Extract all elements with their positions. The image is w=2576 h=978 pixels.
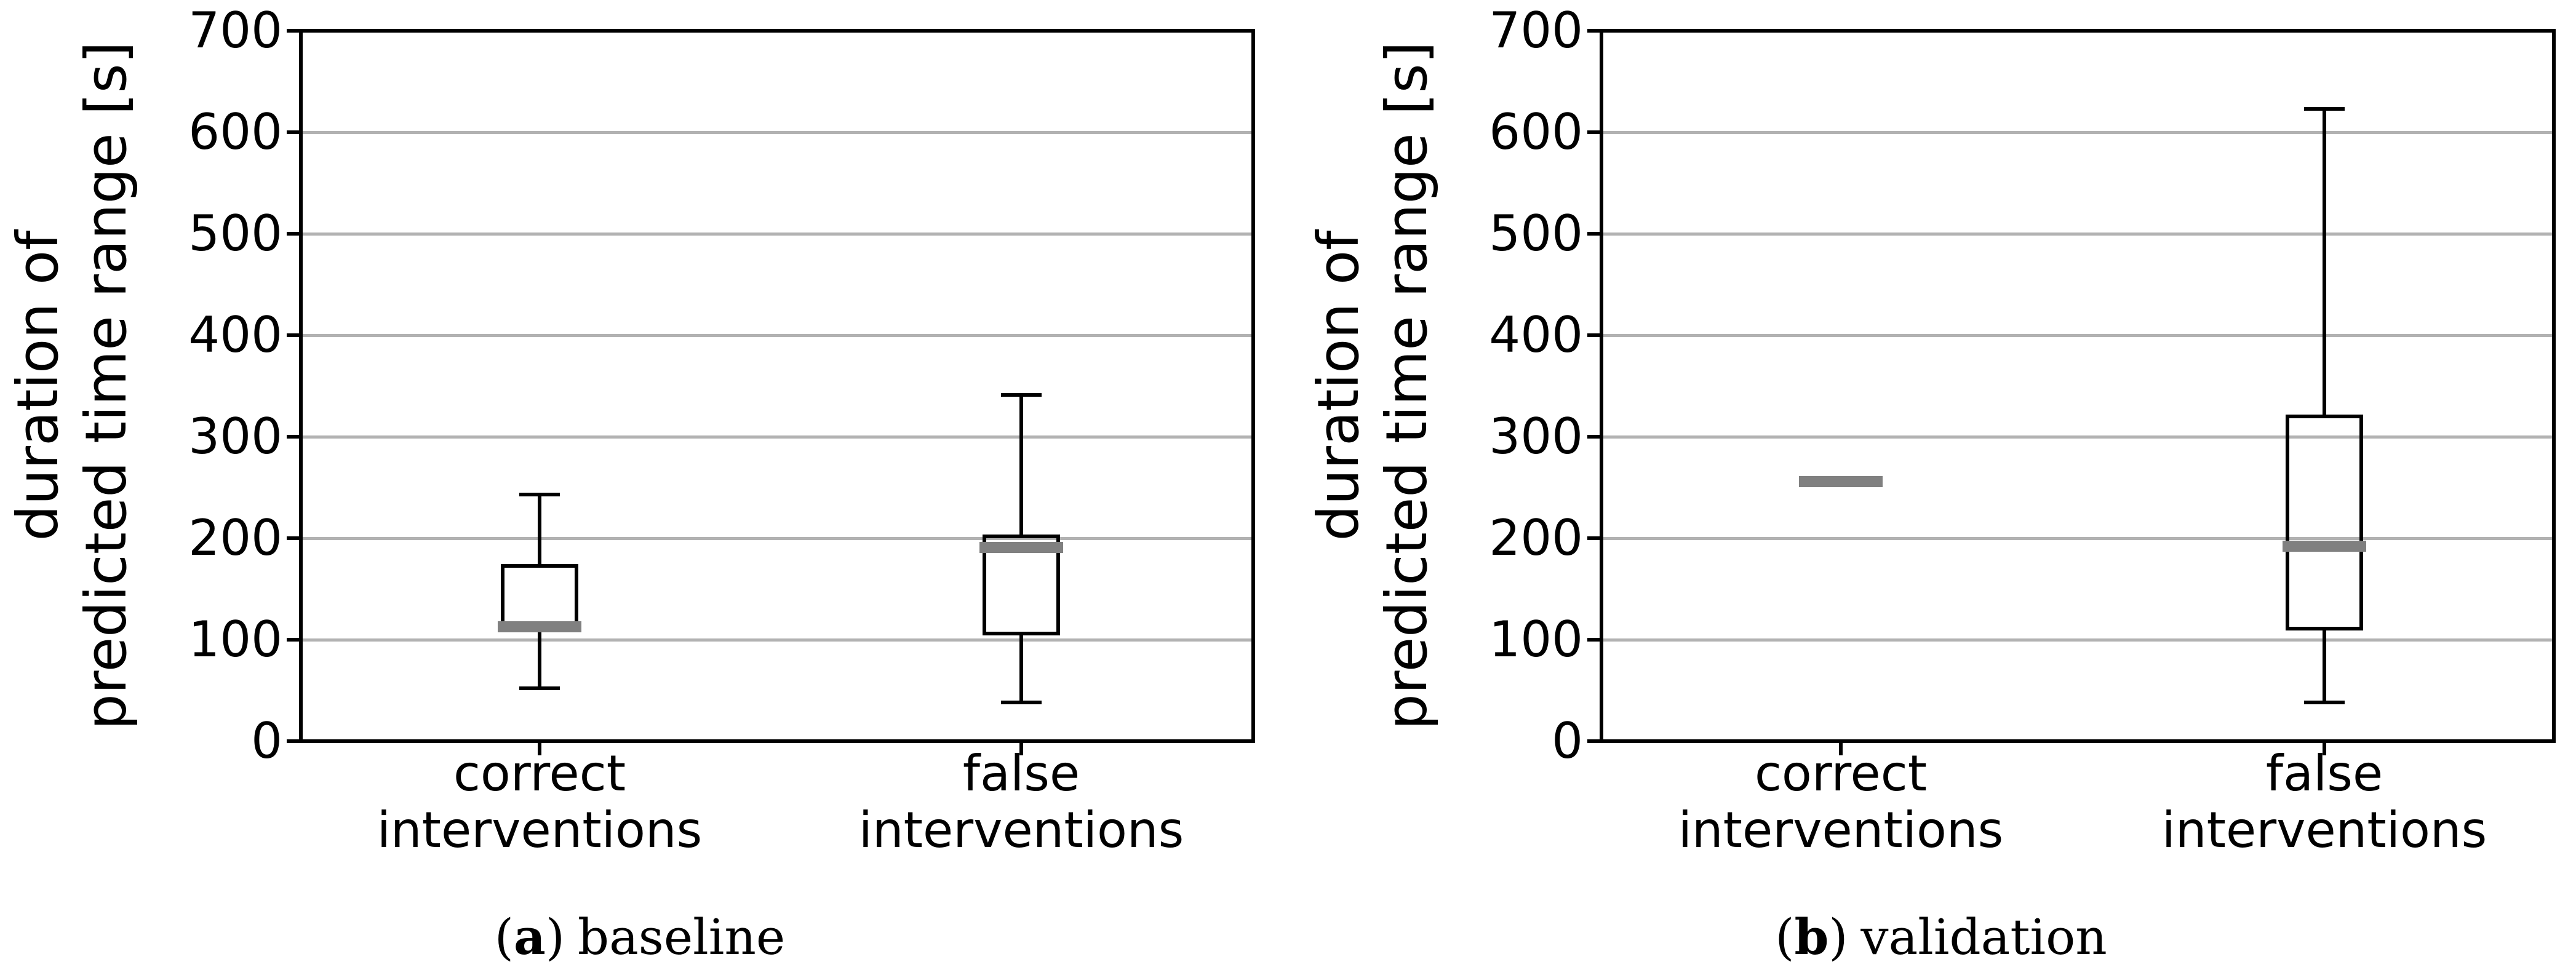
gridline-y100 [303, 638, 1251, 642]
median-line-correct-interventions [1799, 475, 1883, 487]
y-tick-500 [1587, 232, 1600, 236]
caption-paren-open: ( [494, 908, 514, 966]
y-tick-500 [287, 232, 299, 236]
caption-paren-close: ) [1828, 908, 1848, 966]
caption-paren-close: ) [545, 908, 565, 966]
x-tick-false [1019, 743, 1023, 755]
plot-frame-b [1600, 29, 2556, 743]
gridline-y500 [1603, 232, 2552, 236]
box-false-interventions [2286, 415, 2363, 630]
gridline-y200 [303, 536, 1251, 540]
y-tick-600 [287, 130, 299, 134]
gridline-y200 [1603, 536, 2552, 540]
caption-validation: (b) validation [1572, 903, 2310, 971]
y-tick-300 [287, 435, 299, 439]
caption-text: baseline [577, 908, 786, 966]
y-tick-label-0: 0 [251, 712, 282, 769]
y-tick-label-600: 600 [1489, 103, 1583, 161]
y-tick-label-100: 100 [188, 611, 282, 668]
x-tick-label-line: interventions [1678, 801, 2004, 859]
box-correct-interventions [501, 563, 578, 630]
x-tick-label-line: interventions [377, 801, 703, 859]
gridline-y600 [303, 130, 1251, 134]
gridline-y600 [1603, 130, 2552, 134]
y-tick-label-500: 500 [1489, 205, 1583, 262]
upper-whisker-cap [519, 493, 560, 497]
caption-letter: b [1794, 908, 1829, 966]
x-tick-false [2323, 743, 2326, 755]
caption-letter: a [514, 908, 546, 966]
x-tick-label-correct-interventions: correct interventions [263, 745, 816, 859]
y-tick-100 [1587, 638, 1600, 642]
plot-frame-a [299, 29, 1255, 743]
median-line-false-interventions [979, 541, 1063, 553]
x-tick-label-correct-interventions: correct interventions [1564, 745, 2118, 859]
lower-whisker [2323, 628, 2326, 703]
caption-text: validation [1860, 908, 2107, 966]
median-line-correct-interventions [498, 621, 581, 632]
gridline-y400 [303, 333, 1251, 337]
y-tick-400 [287, 333, 299, 337]
y-tick-label-200: 200 [188, 509, 282, 567]
x-tick-label-line: interventions [858, 801, 1184, 859]
upper-whisker [2323, 109, 2326, 416]
y-tick-0 [287, 739, 299, 743]
gridline-y300 [303, 435, 1251, 439]
x-tick-correct [538, 743, 541, 755]
y-tick-label-700: 700 [1489, 2, 1583, 59]
y-tick-label-200: 200 [1489, 509, 1583, 567]
median-line-false-interventions [2283, 541, 2366, 552]
y-axis-label-line1: duration of [5, 230, 71, 541]
gridline-y300 [1603, 435, 2552, 439]
y-tick-label-400: 400 [1489, 306, 1583, 364]
caption-paren-open: ( [1775, 908, 1795, 966]
lower-whisker-cap [1001, 701, 1042, 705]
y-tick-0 [1587, 739, 1600, 743]
lower-whisker-cap [519, 686, 560, 691]
y-tick-label-600: 600 [188, 103, 282, 161]
x-tick-label-false-interventions: false interventions [2048, 745, 2576, 859]
y-tick-label-500: 500 [188, 205, 282, 262]
y-tick-label-100: 100 [1489, 611, 1583, 668]
x-tick-correct [1839, 743, 1843, 755]
gridline-y400 [1603, 333, 2552, 337]
y-tick-600 [1587, 130, 1600, 134]
y-tick-100 [287, 638, 299, 642]
gridline-y100 [1603, 638, 2552, 642]
y-tick-label-700: 700 [188, 2, 282, 59]
x-tick-label-line: interventions [2161, 801, 2487, 859]
y-axis-label-line1: duration of [1306, 230, 1371, 541]
upper-whisker-cap [1001, 393, 1042, 397]
lower-whisker-cap [2304, 701, 2345, 705]
y-tick-200 [1587, 536, 1600, 540]
y-tick-200 [287, 536, 299, 540]
gridline-y500 [303, 232, 1251, 236]
y-tick-400 [1587, 333, 1600, 337]
upper-whisker [538, 495, 541, 566]
x-tick-label-line: false [2265, 745, 2383, 802]
lower-whisker [538, 627, 541, 689]
y-tick-label-300: 300 [188, 408, 282, 465]
y-tick-label-400: 400 [188, 306, 282, 364]
y-tick-700 [1587, 29, 1600, 33]
upper-whisker [1019, 395, 1023, 536]
box-false-interventions [983, 534, 1060, 636]
upper-whisker-cap [2304, 107, 2345, 111]
caption-baseline: (a) baseline [271, 903, 1009, 971]
y-tick-label-0: 0 [1552, 712, 1583, 769]
x-tick-label-false-interventions: false interventions [744, 745, 1298, 859]
y-tick-label-300: 300 [1489, 408, 1583, 465]
lower-whisker [1019, 634, 1023, 703]
y-tick-700 [287, 29, 299, 33]
y-tick-300 [1587, 435, 1600, 439]
